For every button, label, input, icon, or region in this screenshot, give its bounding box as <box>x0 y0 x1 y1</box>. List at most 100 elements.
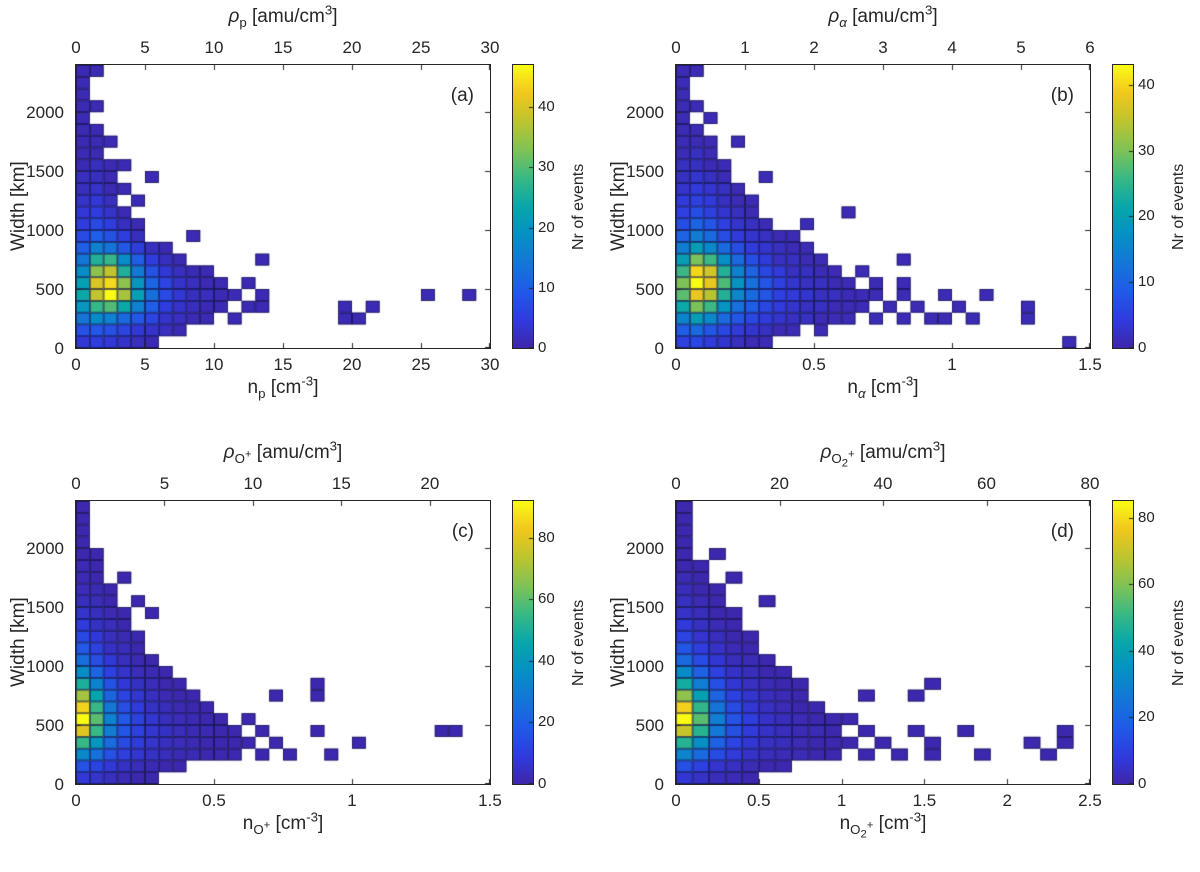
tick-label: 80 <box>1080 474 1100 493</box>
tick-label: 1000 <box>626 657 664 677</box>
tick-label: 2.5 <box>1078 791 1102 810</box>
plot-area: (c) <box>75 500 491 785</box>
top-axis-title: ρO2+ [amu/cm3] <box>820 438 946 470</box>
panel-letter: (d) <box>1050 521 1074 542</box>
tick-label: 500 <box>35 716 64 736</box>
heatmap-canvas <box>676 501 1090 784</box>
tick-label: 0 <box>71 355 81 374</box>
heatmap-canvas <box>676 65 1090 348</box>
tick-label: 80 <box>1138 508 1155 526</box>
tick-label: 1 <box>740 38 750 57</box>
colorbar-gradient <box>1113 501 1133 784</box>
tick-label: 2000 <box>26 539 64 559</box>
tick-label: 10 <box>538 278 555 296</box>
tick-label: 20 <box>538 218 555 236</box>
tick-label: 0 <box>654 339 664 358</box>
tick-label: 0.5 <box>802 355 826 374</box>
tick-label: 15 <box>273 38 293 57</box>
x-axis-title: np [cm-3] <box>247 373 319 401</box>
tick-label: 0 <box>671 355 681 374</box>
colorbar-title: Nr of events <box>1170 599 1187 686</box>
top-axis-tick-labels: 0 5 10 15 20 <box>71 472 490 496</box>
tick-label: 0 <box>54 775 64 794</box>
y-axis-tick-labels: 0 500 1000 1500 2000 <box>600 65 670 358</box>
tick-label: 0 <box>538 775 547 792</box>
tick-label: 1 <box>947 355 957 374</box>
tick-label: 1500 <box>26 598 64 618</box>
tick-label: 40 <box>538 651 555 669</box>
tick-label: 0 <box>71 474 81 493</box>
y-axis-tick-labels: 0 500 1000 1500 2000 <box>600 501 670 794</box>
colorbar-gradient <box>513 501 533 784</box>
tick-label: 1 <box>836 791 847 810</box>
tick-label: 500 <box>635 716 664 736</box>
x-axis-title: nO+ [cm-3] <box>242 809 324 837</box>
tick-label: 40 <box>538 98 555 116</box>
x-axis-tick-labels: 0 5 10 15 20 25 30 <box>71 352 499 374</box>
y-axis-tick-labels: 0 500 1000 1500 2000 <box>0 65 70 358</box>
panel-letter: (b) <box>1050 85 1074 106</box>
tick-label: 20 <box>538 713 555 731</box>
tick-label: 2000 <box>626 539 664 559</box>
tick-label: 4 <box>947 38 957 57</box>
tick-label: 10 <box>243 474 263 493</box>
tick-label: 20 <box>770 474 789 493</box>
tick-label: 20 <box>420 474 440 493</box>
tick-label: 30 <box>1138 141 1155 159</box>
tick-label: 1 <box>347 791 357 810</box>
tick-label: 10 <box>204 38 224 57</box>
tick-label: 5 <box>1016 38 1026 57</box>
tick-label: 5 <box>140 38 150 57</box>
tick-label: 0.5 <box>202 791 226 810</box>
tick-label: 0 <box>71 791 81 810</box>
top-axis-tick-labels: 0 5 10 15 20 25 30 <box>71 36 499 60</box>
tick-label: 0 <box>1138 339 1147 356</box>
tick-label: 0 <box>671 38 681 57</box>
tick-label: 2 <box>809 38 819 57</box>
top-axis-title: ρα [amu/cm3] <box>828 2 938 30</box>
tick-label: 6 <box>1085 38 1095 57</box>
tick-label: 0 <box>54 339 64 358</box>
tick-label: 0 <box>1138 775 1147 792</box>
tick-label: 60 <box>977 474 996 493</box>
top-axis-title: ρp [amu/cm3] <box>228 2 338 30</box>
tick-label: 30 <box>480 38 500 57</box>
tick-label: 1.5 <box>478 791 502 810</box>
plot-area: (b) <box>675 64 1091 349</box>
tick-label: 10 <box>204 355 224 374</box>
top-axis-title: ρO+ [amu/cm3] <box>223 438 343 466</box>
tick-label: 0 <box>654 775 664 794</box>
tick-label: 0 <box>671 474 681 493</box>
x-axis-tick-labels: 0 0.5 1 1.5 <box>671 352 1102 374</box>
tick-label: 0 <box>71 38 81 57</box>
colorbar-title: Nr of events <box>570 163 587 250</box>
tick-label: 60 <box>538 590 555 608</box>
tick-label: 30 <box>538 158 555 176</box>
tick-label: 40 <box>873 474 893 493</box>
tick-label: 0 <box>671 791 681 810</box>
tick-label: 25 <box>411 38 431 57</box>
tick-label: 60 <box>1138 575 1155 593</box>
panel-letter: (a) <box>450 85 474 106</box>
heatmap-canvas <box>76 501 490 784</box>
tick-label: 2000 <box>26 103 64 123</box>
tick-label: 0 <box>538 339 547 356</box>
colorbar-tick-labels: 0 20 40 60 80 <box>1138 501 1178 792</box>
tick-label: 15 <box>273 355 293 374</box>
colorbar-title: Nr of events <box>570 599 587 686</box>
tick-label: 15 <box>331 474 351 493</box>
tick-label: 3 <box>878 38 888 57</box>
colorbar-tick-labels: 0 10 20 30 40 <box>1138 65 1178 356</box>
tick-label: 25 <box>411 355 431 374</box>
tick-label: 20 <box>1138 708 1155 726</box>
tick-label: 80 <box>538 528 555 546</box>
panel-d: ρO2+ [amu/cm3] 0 20 40 60 80 Width [km] 0 500… <box>600 436 1200 872</box>
tick-label: 500 <box>35 280 64 300</box>
colorbar <box>1112 64 1134 349</box>
tick-label: 1000 <box>626 221 664 241</box>
tick-label: 1000 <box>26 221 64 241</box>
tick-label: 20 <box>342 38 362 57</box>
tick-label: 1.5 <box>912 791 937 810</box>
